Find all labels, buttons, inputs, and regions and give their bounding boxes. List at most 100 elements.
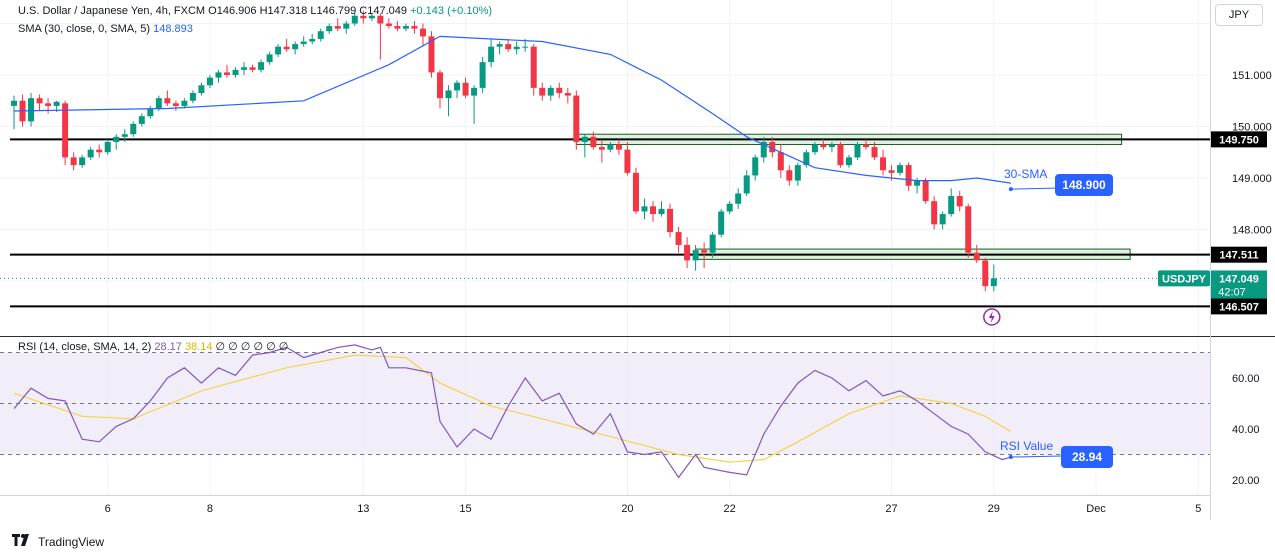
candle[interactable] [292, 44, 299, 50]
candle[interactable] [897, 165, 904, 173]
candle[interactable] [232, 69, 239, 75]
candle[interactable] [777, 152, 784, 171]
candle[interactable] [258, 62, 265, 70]
candle[interactable] [752, 157, 759, 176]
candle[interactable] [130, 123, 137, 135]
candle[interactable] [11, 100, 17, 106]
candle[interactable] [786, 170, 793, 181]
candle[interactable] [96, 149, 103, 153]
candle[interactable] [53, 101, 60, 106]
candle[interactable] [428, 36, 435, 73]
candle[interactable] [931, 201, 938, 225]
candle[interactable] [684, 244, 691, 261]
candle[interactable] [45, 103, 52, 106]
candle[interactable] [138, 116, 145, 124]
candle[interactable] [317, 31, 324, 39]
candle[interactable] [692, 250, 699, 261]
candle[interactable] [539, 87, 546, 96]
candle[interactable] [343, 23, 350, 29]
candle[interactable] [718, 211, 725, 235]
candle[interactable] [641, 206, 648, 212]
candle[interactable] [402, 26, 409, 29]
candle[interactable] [206, 77, 213, 86]
candle[interactable] [530, 46, 537, 88]
candle[interactable] [385, 23, 392, 27]
candle[interactable] [479, 62, 486, 88]
candle[interactable] [471, 87, 478, 96]
candle[interactable] [198, 85, 205, 94]
candle[interactable] [215, 72, 222, 78]
candle[interactable] [189, 93, 196, 101]
candle[interactable] [820, 144, 827, 148]
candle[interactable] [445, 90, 452, 99]
candle[interactable] [624, 149, 631, 173]
candle[interactable] [360, 15, 367, 19]
symbol-legend[interactable]: U.S. Dollar / Japanese Yen, 4h, FXCM O14… [18, 5, 493, 17]
sma-line[interactable] [13, 35, 1011, 184]
candle[interactable] [769, 141, 776, 153]
rsi-line[interactable] [13, 344, 1011, 479]
candle[interactable] [948, 196, 955, 215]
candle[interactable] [939, 214, 946, 225]
candle[interactable] [922, 180, 929, 202]
candle[interactable] [811, 144, 818, 153]
candle[interactable] [522, 46, 529, 48]
candle[interactable] [283, 46, 290, 50]
candle[interactable] [249, 67, 256, 70]
candle[interactable] [488, 46, 495, 63]
candle[interactable] [845, 157, 852, 166]
candle[interactable] [394, 26, 401, 29]
candle[interactable] [888, 170, 895, 173]
candle[interactable] [462, 82, 469, 96]
candle[interactable] [70, 157, 77, 166]
candle[interactable] [241, 67, 248, 70]
candle[interactable] [351, 15, 358, 24]
candle[interactable] [854, 144, 861, 158]
candle[interactable] [275, 46, 282, 55]
tradingview-logo[interactable]: TradingView [12, 534, 104, 549]
candle[interactable] [87, 149, 94, 158]
candle[interactable] [743, 175, 750, 194]
candle[interactable] [547, 87, 554, 96]
candle[interactable] [300, 41, 307, 45]
candle[interactable] [863, 144, 869, 148]
candle[interactable] [326, 26, 333, 32]
candle[interactable] [709, 234, 716, 253]
candle[interactable] [62, 103, 69, 158]
candle[interactable] [334, 26, 341, 29]
candle[interactable] [658, 208, 665, 215]
candle[interactable] [760, 141, 767, 158]
candle[interactable] [965, 206, 972, 253]
candle[interactable] [973, 252, 980, 261]
candle[interactable] [803, 152, 810, 166]
candle[interactable] [837, 144, 844, 166]
candle[interactable] [496, 44, 503, 47]
candle[interactable] [871, 147, 878, 158]
candle[interactable] [956, 196, 963, 207]
candle[interactable] [914, 180, 921, 186]
candle[interactable] [411, 26, 418, 29]
candle[interactable] [735, 193, 742, 204]
candle[interactable] [564, 93, 571, 96]
candle[interactable] [581, 136, 588, 142]
rsi-ma-line[interactable] [13, 354, 1012, 463]
candle[interactable] [505, 44, 512, 50]
candle[interactable] [701, 250, 708, 253]
candle[interactable] [454, 82, 461, 91]
candle[interactable] [368, 15, 375, 19]
candle[interactable] [172, 103, 179, 106]
candle[interactable] [121, 134, 128, 137]
candle[interactable] [794, 165, 801, 181]
sma-value-badge[interactable] [1055, 174, 1113, 196]
candle[interactable] [513, 46, 520, 50]
candle[interactable] [36, 98, 43, 104]
candle[interactable] [880, 157, 887, 171]
candle[interactable] [181, 100, 188, 106]
candle[interactable] [607, 144, 614, 150]
currency-button[interactable]: JPY [1215, 4, 1263, 26]
candle[interactable] [828, 144, 835, 148]
candle[interactable] [79, 157, 86, 166]
candle[interactable] [982, 260, 989, 287]
candle[interactable] [632, 172, 639, 212]
